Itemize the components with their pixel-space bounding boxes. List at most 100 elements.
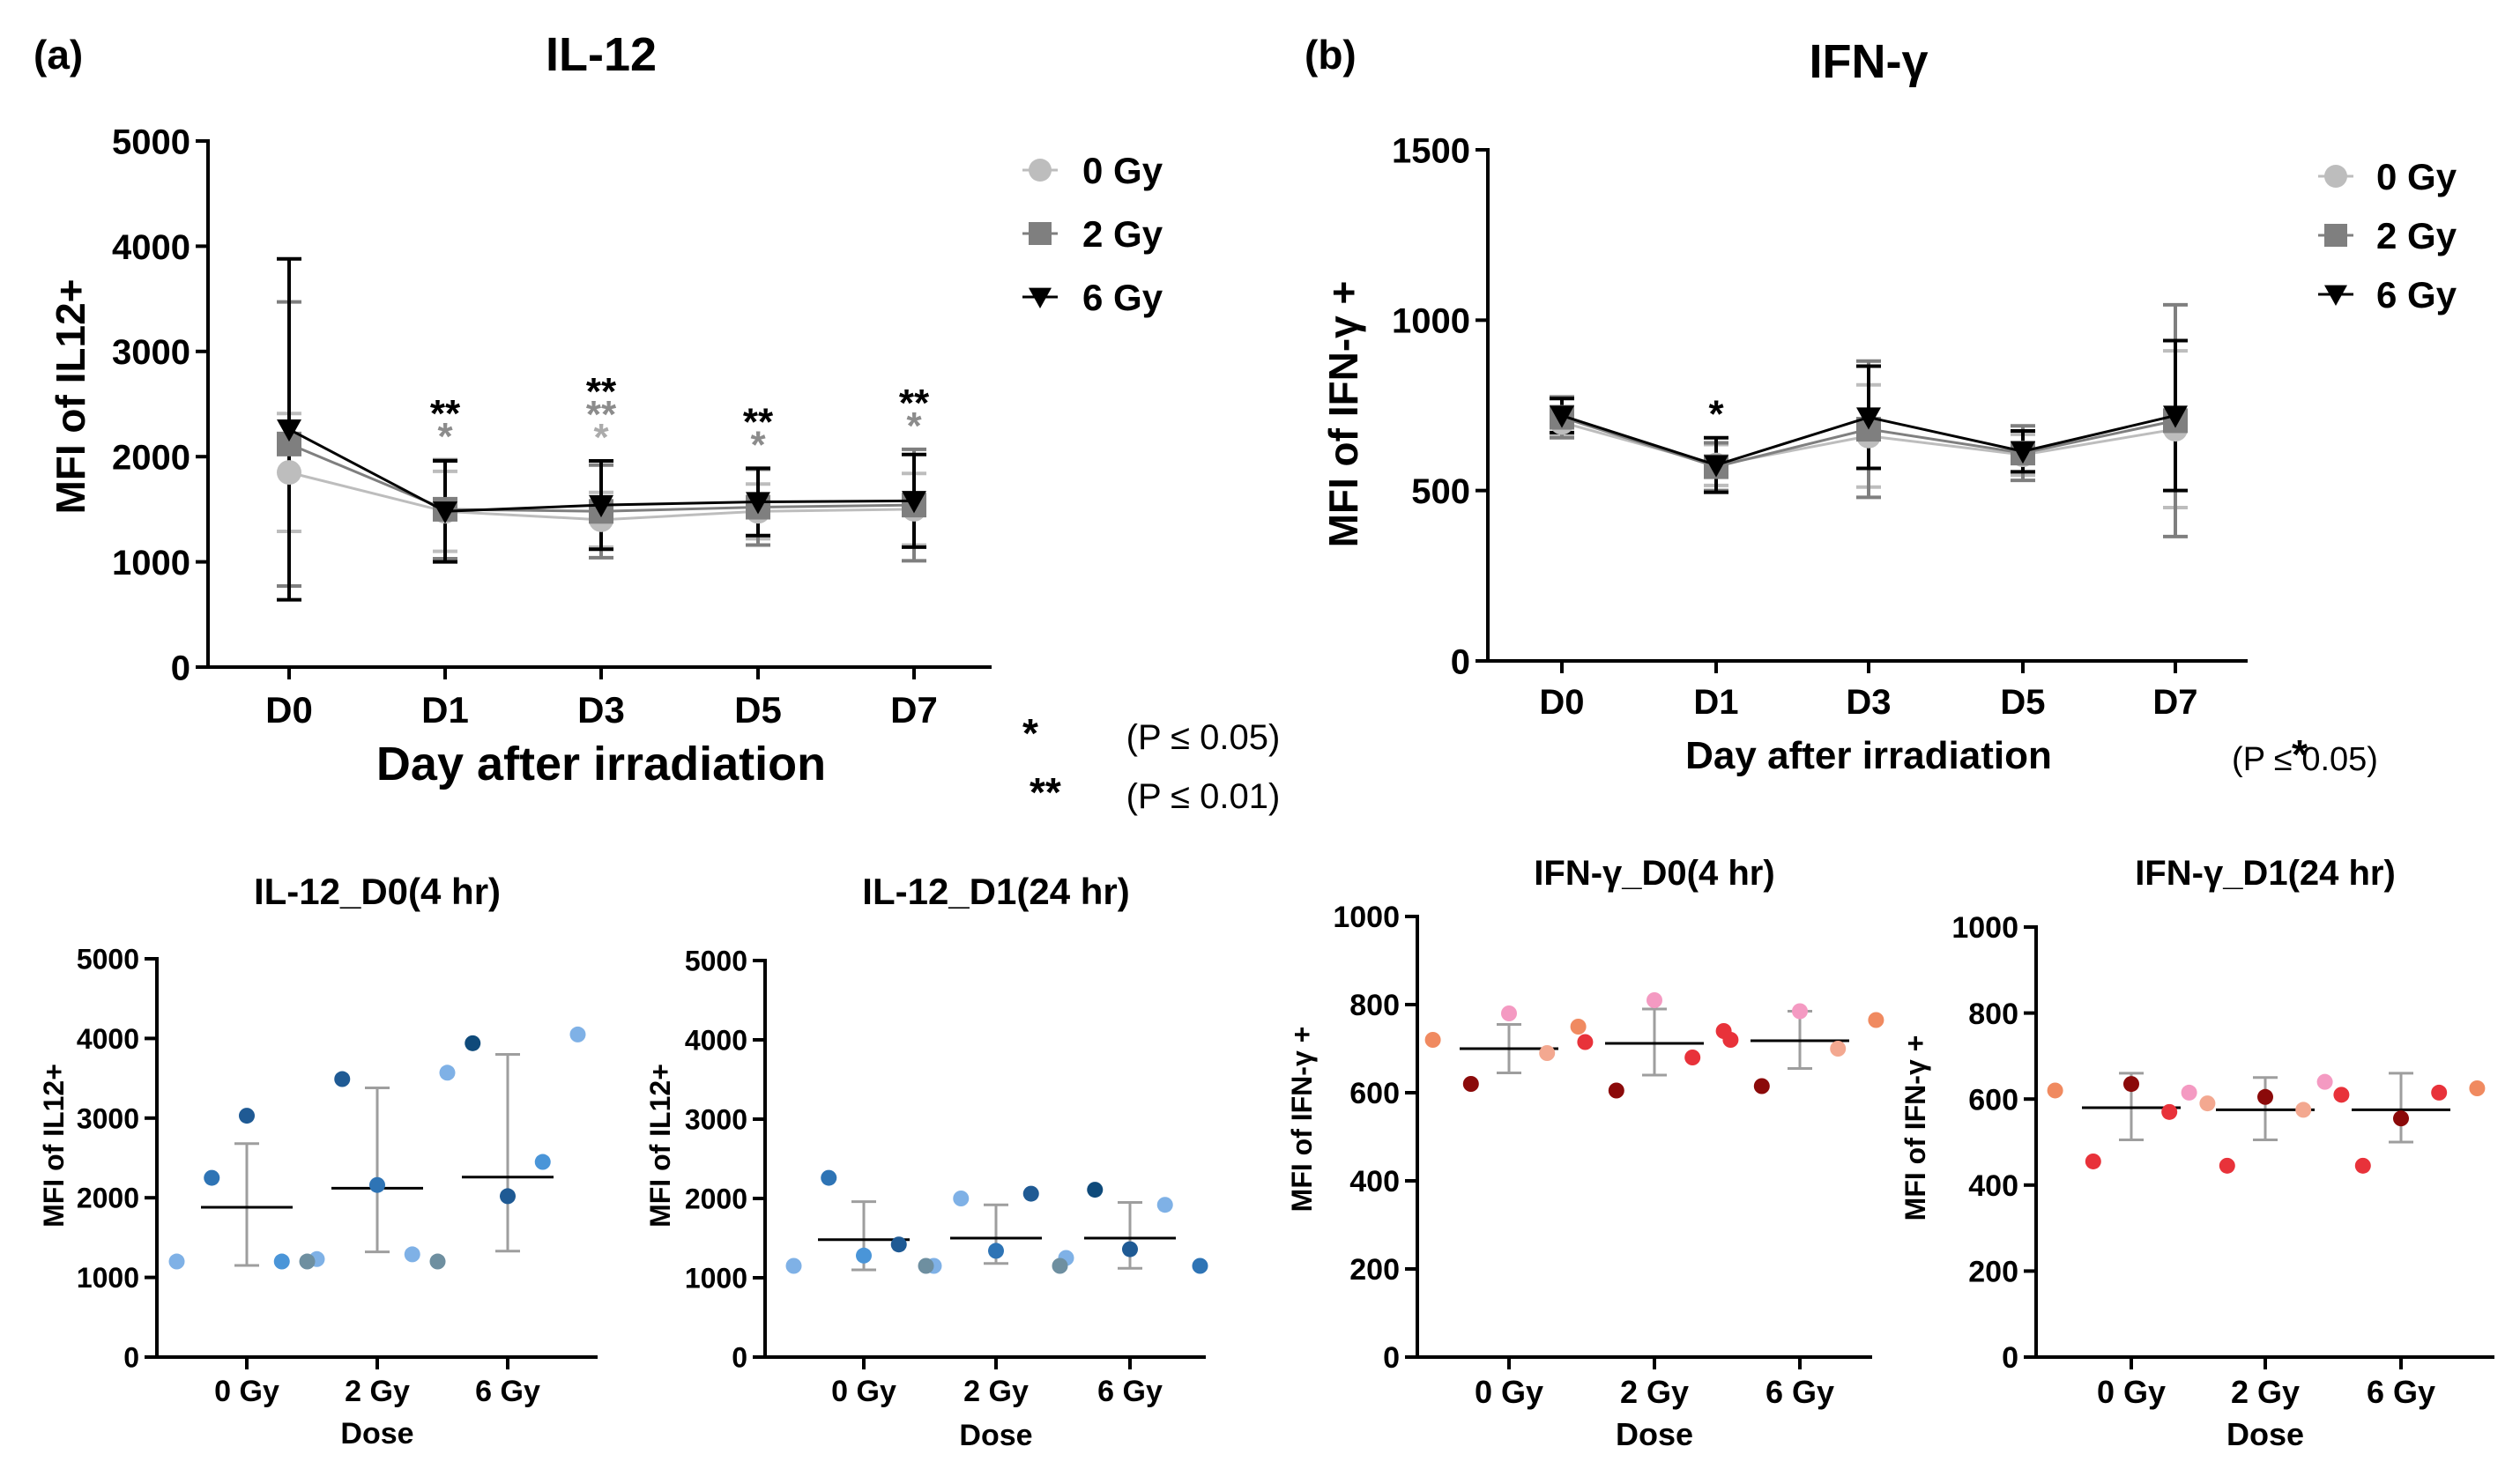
data-point [273, 1253, 290, 1270]
y-axis-title: MFI of IL12+ [48, 278, 93, 514]
note-mark: * [1022, 710, 1038, 756]
y-tick-label: 3000 [685, 1104, 747, 1136]
legend-marker [2324, 224, 2347, 247]
y-tick-label: 4000 [77, 1023, 139, 1055]
data-point [2163, 405, 2188, 428]
y-tick-label: 400 [1349, 1165, 1400, 1198]
x-tick-label: 2 Gy [345, 1375, 410, 1408]
data-point [1052, 1258, 1068, 1274]
data-point [429, 1253, 446, 1270]
legend: 0 Gy 2 Gy 6 Gy [2318, 156, 2457, 315]
significance-mark: * [1708, 393, 1724, 436]
data-point [2199, 1095, 2216, 1112]
data-point [1156, 1197, 1173, 1213]
y-tick-label: 0 [123, 1342, 139, 1374]
y-tick-label: 1500 [1392, 131, 1470, 170]
y-tick-label: 4000 [112, 228, 190, 267]
il12-d0-chart: IL-12_D0(4 hr) Dose MFI of IL12+ 0 1000 20… [38, 871, 598, 1450]
data-point [1462, 1076, 1479, 1092]
legend-label: 2 Gy [2376, 215, 2457, 256]
data-point [500, 1188, 516, 1205]
significance-mark: * [593, 416, 609, 459]
x-axis-title: Day after irradiation [1685, 734, 2052, 777]
y-tick-label: 2000 [685, 1183, 747, 1215]
summary-bar [1084, 1201, 1176, 1270]
chart-title: IFN-γ_D1(24 hr) [2135, 854, 2396, 893]
x-tick-label: D7 [2152, 683, 2197, 722]
ifng-d1-chart: IFN-γ_D1(24 hr) Dose MFI of IFN-γ + 0 200… [1899, 854, 2494, 1452]
x-tick-label: 0 Gy [831, 1375, 896, 1408]
data-point [2047, 1082, 2063, 1099]
x-tick-label: 2 Gy [2231, 1374, 2300, 1410]
chart-title: IFN-γ_D0(4 hr) [1534, 854, 1774, 893]
legend-marker [2324, 165, 2347, 188]
data-point [2123, 1076, 2139, 1093]
data-point [2257, 1088, 2273, 1105]
data-point [439, 1065, 456, 1081]
data-point [1424, 1032, 1441, 1048]
data-point [2431, 1084, 2448, 1101]
data-point [746, 492, 770, 515]
significance-mark: * [906, 404, 922, 448]
data-point [369, 1176, 385, 1193]
x-tick-label: D5 [734, 689, 782, 731]
il12-d1-chart: IL-12_D1(24 hr) Dose MFI of IL12+ 0 1000 2… [644, 871, 1208, 1452]
data-point [2181, 1084, 2197, 1101]
data-point [2295, 1102, 2312, 1118]
summary-bar [462, 1052, 554, 1253]
y-tick-label: 5000 [112, 122, 190, 161]
legend: 0 Gy 2 Gy 6 Gy [1022, 150, 1163, 318]
data-point [1608, 1082, 1624, 1099]
data-point [2333, 1087, 2350, 1103]
y-tick-label: 4000 [685, 1025, 747, 1057]
x-tick-label: 0 Gy [214, 1375, 279, 1408]
x-tick-label: 2 Gy [963, 1375, 1029, 1408]
data-point [1192, 1258, 1208, 1274]
y-tick-label: 1000 [112, 544, 190, 582]
data-point [1856, 407, 1881, 430]
x-tick-label: 6 Gy [2367, 1374, 2435, 1410]
legend-marker [1029, 159, 1052, 182]
x-tick-label: D1 [1693, 683, 1738, 722]
data-point [1550, 405, 1574, 428]
significance-mark: ** [586, 393, 617, 436]
y-tick-label: 0 [2002, 1341, 2018, 1375]
chart-title: IL-12_D1(24 hr) [862, 871, 1129, 912]
y-tick-label: 5000 [685, 946, 747, 977]
x-tick-label: D5 [2000, 683, 2045, 722]
y-tick-label: 1000 [77, 1262, 139, 1294]
x-tick-label: 2 Gy [1620, 1374, 1689, 1410]
y-tick-label: 0 [1451, 642, 1470, 681]
data-point [988, 1243, 1004, 1259]
data-point [433, 501, 457, 524]
y-tick-label: 800 [1968, 998, 2018, 1031]
data-point [2393, 1110, 2409, 1127]
data-point [1087, 1182, 1104, 1198]
y-tick-label: 1000 [1333, 901, 1400, 934]
x-tick-label: D1 [421, 689, 469, 731]
significance-mark: ** [430, 392, 461, 435]
legend-marker [1029, 222, 1052, 245]
data-point [1830, 1041, 1847, 1057]
data-point [1868, 1012, 1884, 1028]
x-axis-title: Dose [340, 1417, 413, 1450]
data-point [334, 1071, 351, 1087]
il12-time-chart: IL-12 Day after irradiation MFI of IL12+… [48, 28, 1280, 816]
y-tick-label: 0 [732, 1342, 747, 1374]
y-axis-title: MFI of IFN-γ + [1899, 1035, 1931, 1221]
data-point [1501, 1005, 1517, 1021]
significance-mark: ** [586, 370, 617, 413]
x-tick-label: D0 [1539, 683, 1584, 722]
note-mark: * [2292, 731, 2308, 777]
y-axis-title: MFI of IFN-γ + [1286, 1027, 1318, 1213]
data-point [404, 1246, 420, 1263]
data-point [953, 1191, 970, 1206]
legend-marker [1029, 287, 1052, 308]
note-text: (P ≤ 0.05) [1126, 718, 1281, 757]
data-point [890, 1236, 907, 1253]
data-point [2085, 1153, 2101, 1169]
data-point [465, 1035, 481, 1051]
x-tick-label: D0 [265, 689, 313, 731]
y-tick-label: 600 [1968, 1083, 2018, 1117]
